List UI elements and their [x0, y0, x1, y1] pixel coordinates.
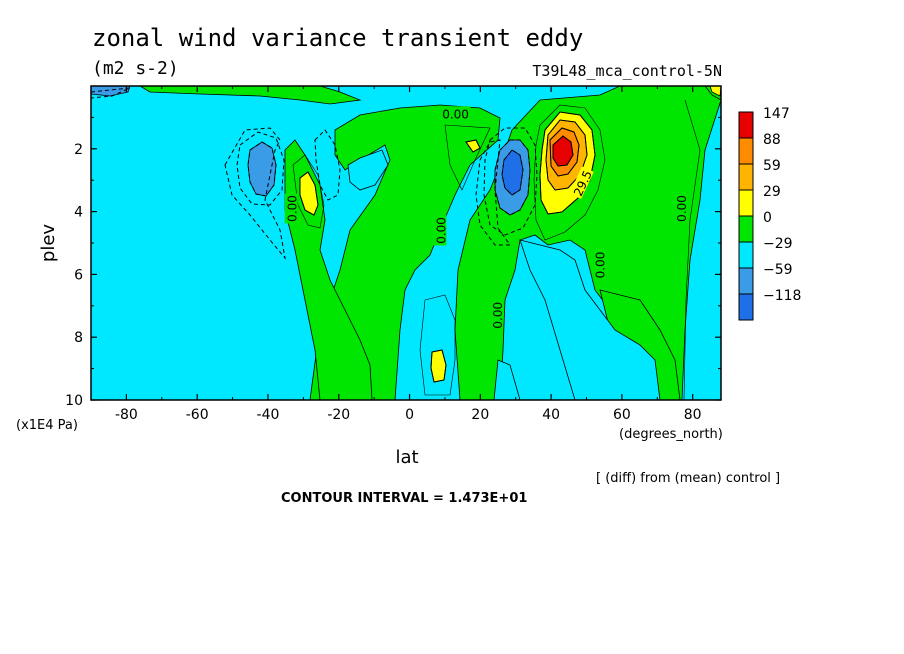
contour-lines	[292, 99, 701, 400]
contour-interval: CONTOUR INTERVAL = 1.473E+01	[281, 491, 527, 506]
x-tick-label: -80	[115, 407, 138, 423]
chart-title: zonal wind variance transient eddy	[92, 24, 583, 52]
x-tick-label: -20	[327, 407, 350, 423]
contour-label-bg	[284, 193, 298, 224]
contour-label-bg	[592, 249, 606, 280]
colorbar-swatch	[738, 111, 754, 139]
colorbar-label: −59	[763, 262, 793, 278]
colorbar: 147 88 59 29 0 −29 −59 −118	[738, 106, 801, 321]
colorbar-label: 0	[763, 210, 772, 226]
island-2	[493, 359, 521, 400]
contour-line	[501, 149, 524, 196]
y-axis-units: (x1E4 Pa)	[16, 418, 78, 433]
y-tick-label: 8	[74, 330, 83, 346]
right-top-yellow	[709, 86, 721, 97]
colorbar-label: 59	[763, 158, 781, 174]
contour-line	[683, 99, 701, 400]
contour-label-bg	[490, 300, 504, 331]
y-tick-label: 10	[65, 393, 83, 409]
tropical-positive-region	[309, 104, 501, 400]
contour-line	[236, 131, 285, 206]
y-tick-label: 2	[74, 142, 83, 158]
contour-line	[292, 154, 325, 229]
contour-line	[465, 139, 481, 153]
contour-label-bg	[440, 106, 471, 120]
contour-label-bg	[433, 215, 447, 246]
contour-label: 0.00	[440, 106, 471, 121]
x-axis: -80 -60 -40 -20 0 20 40 60 80	[90, 86, 702, 423]
contour-line	[549, 127, 580, 177]
contour-line	[430, 349, 447, 383]
y-axis-label: plev	[38, 224, 59, 263]
x-tick-label: 60	[613, 407, 631, 423]
contour-label: 0.00	[284, 193, 300, 224]
contour-label-text: 0.00	[491, 302, 505, 329]
island-1	[519, 239, 661, 400]
y-axis: 2 4 6 8 10	[65, 116, 721, 409]
negative-islands	[347, 149, 661, 400]
contour-label-text: 0.00	[286, 195, 300, 222]
x-tick-label: 0	[405, 407, 414, 423]
colorbar-swatch	[738, 267, 754, 295]
contour-label-text: 0.00	[434, 217, 448, 244]
colorbar-label: 147	[763, 106, 790, 122]
x-axis-units: (degrees_north)	[619, 427, 723, 442]
contour-line	[552, 135, 574, 167]
colorbar-swatch	[738, 241, 754, 269]
contour-label: 0.00	[674, 193, 689, 224]
contour-line	[483, 127, 538, 236]
contour-line	[444, 124, 491, 191]
x-tick-label: -60	[186, 407, 209, 423]
contour-line	[539, 111, 596, 215]
colorbar-swatch	[738, 293, 754, 321]
colorbar-swatch	[738, 163, 754, 191]
diff-note: [ (diff) from (mean) control ]	[596, 471, 780, 486]
colorbar-label: −118	[763, 288, 801, 304]
contour-line	[299, 171, 319, 216]
x-tick-label: 80	[684, 407, 702, 423]
contour-line	[91, 87, 131, 99]
colorbar-swatch	[738, 137, 754, 165]
colorbar-label: 29	[763, 184, 781, 200]
y-tick-label: 6	[74, 267, 83, 283]
contour-line	[494, 139, 531, 216]
chart-units: (m2 s-2)	[92, 58, 179, 79]
contour-label-text: 0.00	[675, 195, 689, 222]
contour-line	[475, 139, 511, 246]
x-tick-label: 40	[542, 407, 560, 423]
contour-label: 0.00	[433, 215, 448, 246]
contour-line	[314, 129, 341, 201]
negative-contour-lines	[91, 87, 538, 260]
contour-line	[533, 104, 606, 241]
colorbar-swatch	[738, 215, 754, 243]
colorbar-swatch	[738, 189, 754, 217]
contour-label: 0.00	[592, 249, 608, 280]
contour-label-bg	[569, 166, 594, 200]
colorbar-label: −29	[763, 236, 793, 252]
contour-label-text: 0.00	[442, 107, 469, 121]
colorbar-label: 88	[763, 132, 781, 148]
contour-label: 0.00	[490, 300, 505, 331]
contour-line	[247, 141, 277, 197]
x-tick-label: -40	[257, 407, 280, 423]
x-axis-label: lat	[395, 447, 418, 468]
y-tick-label: 4	[74, 205, 83, 221]
island-3	[347, 149, 389, 191]
contour-line	[419, 294, 456, 396]
contour-label-bg	[674, 193, 688, 224]
x-tick-label: 20	[471, 407, 489, 423]
experiment-label: T39L48_mca_control-5N	[532, 62, 722, 80]
contour-label-text: 0.00	[594, 252, 608, 279]
top-positive-strip	[139, 86, 362, 105]
